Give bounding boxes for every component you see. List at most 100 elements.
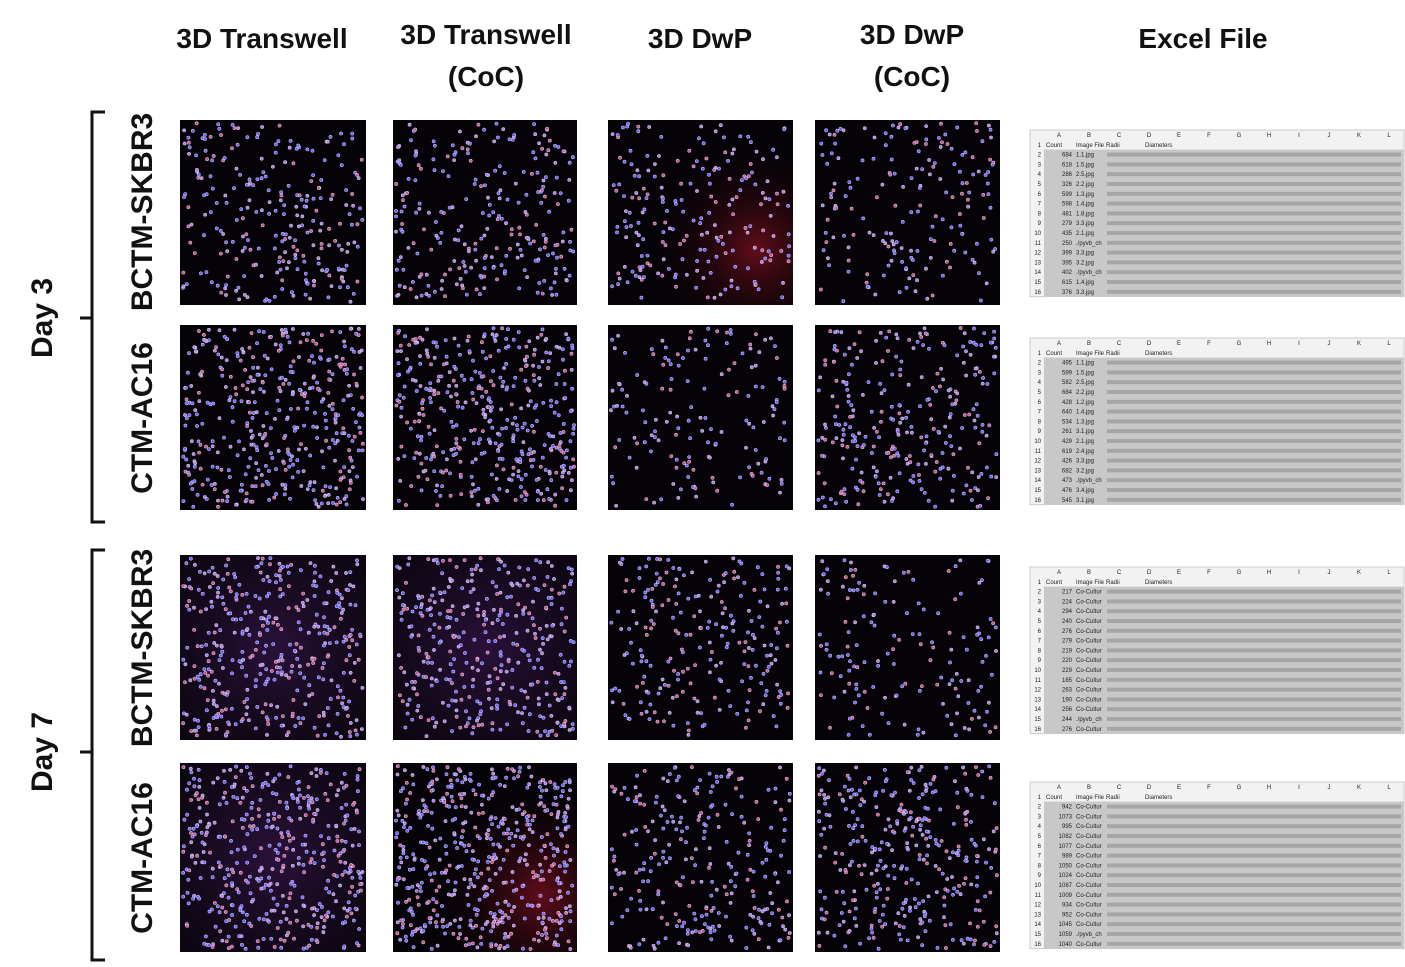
cell-dot [320, 666, 325, 670]
cell-dot [316, 504, 321, 509]
cell-dot [511, 384, 516, 389]
cell-dot [457, 635, 461, 640]
cell-dot [748, 867, 753, 872]
cell-dot [618, 155, 622, 160]
cell-dot [183, 680, 187, 685]
cell-dot [717, 708, 722, 712]
cell-dot [744, 418, 749, 423]
cell-dot [971, 340, 976, 345]
cell-dot [861, 392, 865, 397]
cell-dot [907, 337, 912, 342]
cell-dot [513, 415, 518, 420]
cell-dot [544, 692, 549, 697]
cell-dot [747, 608, 751, 613]
cell-dot [964, 181, 969, 185]
cell-dot [436, 378, 441, 383]
cell-dot [862, 799, 867, 804]
cell-dot [205, 157, 210, 162]
cell-dot [224, 919, 229, 924]
cell-dot [486, 437, 491, 442]
cell-dot [638, 907, 643, 912]
cell-dot [846, 399, 851, 404]
cell-dot [622, 159, 627, 164]
cell-dot [649, 347, 654, 352]
cell-dot [919, 375, 924, 380]
cell-dot [399, 860, 404, 865]
cell-dot [744, 925, 749, 930]
cell-dot [280, 835, 285, 839]
cell-dot [667, 842, 672, 847]
cell-dot [888, 172, 893, 177]
cell-dot [634, 842, 639, 847]
cell-dot [245, 387, 250, 392]
cell-dot [976, 689, 981, 693]
cell-dot [653, 851, 657, 856]
cell-dot [679, 815, 684, 820]
cell-dot [467, 716, 472, 721]
cell-dot [311, 173, 316, 178]
cell-dot [252, 400, 257, 405]
cell-dot [339, 806, 344, 810]
cell-dot [655, 580, 660, 585]
cell-dot [469, 494, 474, 499]
cell-dot [290, 863, 295, 868]
cell-dot [981, 919, 986, 924]
cell-dot [502, 171, 507, 175]
cell-dot [296, 620, 301, 625]
cell-dot [442, 408, 447, 413]
cell-dot [642, 275, 646, 280]
cell-dot [551, 434, 556, 439]
cell-dot [414, 149, 418, 154]
cell-dot [734, 786, 738, 791]
cell-dot [309, 771, 314, 776]
cell-dot [211, 651, 216, 656]
sheet-column-letter: I [1298, 133, 1300, 139]
cell-dot [261, 917, 266, 922]
cell-dot [409, 909, 414, 914]
cell-dot [337, 592, 342, 597]
cell-dot [695, 785, 700, 790]
cell-dot [330, 438, 335, 442]
cell-dot [984, 860, 988, 865]
cell-dot [642, 769, 647, 773]
cell-dot [314, 502, 319, 506]
cell-dot [955, 711, 959, 716]
cell-dot [447, 677, 452, 682]
cell-dot [249, 442, 254, 447]
cell-dot [843, 620, 848, 624]
cell-dot [295, 248, 300, 253]
cell-dot [958, 892, 963, 897]
cell-dot [549, 842, 553, 847]
cell-dot [425, 809, 430, 814]
cell-dot [765, 604, 770, 609]
cell-dot [424, 841, 429, 846]
cell-dot [975, 413, 980, 418]
cell-dot [745, 230, 750, 235]
cell-dot [779, 477, 784, 482]
cell-dot [417, 419, 422, 424]
cell-dot [708, 577, 713, 582]
sheet-value-stripe [1107, 182, 1401, 186]
cell-dot [917, 857, 922, 862]
cell-dot [515, 242, 520, 247]
cell-dot [970, 155, 975, 160]
cell-dot [452, 831, 457, 836]
cell-dot [419, 488, 424, 493]
cell-dot [347, 699, 352, 704]
cell-dot [777, 376, 782, 381]
cell-dot [568, 239, 572, 244]
cell-dot [994, 924, 999, 929]
cell-dot [833, 141, 838, 146]
cell-dot [905, 461, 910, 466]
cell-dot [902, 914, 907, 918]
cell-dot [894, 693, 899, 698]
cell-dot [622, 832, 627, 837]
cell-dot [820, 203, 825, 208]
cell-dot [766, 249, 771, 254]
cell-dot [336, 853, 341, 858]
cell-dot [220, 367, 225, 372]
cell-dot [916, 601, 921, 606]
cell-dot [204, 607, 209, 612]
cell-dot [661, 826, 666, 831]
cell-dot [834, 436, 839, 441]
